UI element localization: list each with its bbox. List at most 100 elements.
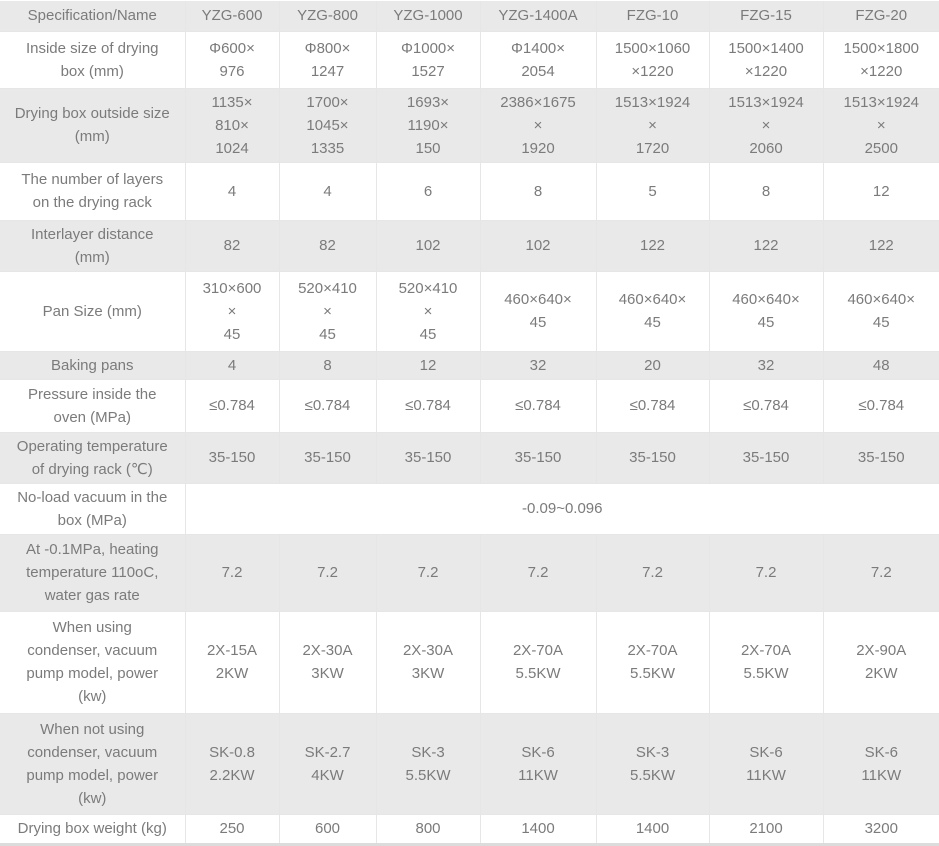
column-header-model: FZG-10 [595,0,710,32]
spec-row: The number of layers on the drying rack 4… [0,161,939,221]
value-cell: 102 [375,219,481,272]
value-cell: 1500×1800 ×1220 [822,30,939,89]
column-header-model: YZG-800 [278,0,377,32]
value-cell: 600 [278,813,377,844]
value-cell: 7.2 [278,533,377,612]
value-cell: 310×600 × 45 [184,270,280,352]
value-cell: ≤0.784 [375,378,481,433]
value-cell: 2100 [708,813,824,844]
column-header-model: FZG-15 [708,0,824,32]
value-cell: 800 [375,813,481,844]
column-header-model: YZG-1400A [479,0,597,32]
value-cell: 1500×1060 ×1220 [595,30,710,89]
row-label-cell: At -0.1MPa, heating temperature 110oC, w… [0,533,186,612]
row-label-cell: No-load vacuum in the box (MPa) [0,482,186,535]
value-cell: 2X-90A 2KW [822,610,939,714]
spec-row: Inside size of drying box (mm) Φ600× 976 Φ… [0,30,939,89]
value-cell: ≤0.784 [708,378,824,433]
value-cell: 4 [184,350,280,380]
value-cell: 1700× 1045× 1335 [278,87,377,163]
value-cell: 82 [278,219,377,272]
value-cell: 35-150 [278,431,377,484]
value-cell: Φ1000× 1527 [375,30,481,89]
value-cell: 7.2 [822,533,939,612]
value-cell: 2386×1675 × 1920 [479,87,597,163]
spec-row: Baking pans 4 8 12 32 20 32 48 [0,350,939,380]
value-cell: 2X-15A 2KW [184,610,280,714]
value-cell: 2X-30A 3KW [278,610,377,714]
value-cell: 35-150 [479,431,597,484]
value-cell: 1500×1400 ×1220 [708,30,824,89]
spec-row: No-load vacuum in the box (MPa) -0.09~0.0… [0,482,939,535]
value-cell: 5 [595,161,710,221]
row-label-cell: When not using condenser, vacuum pump mo… [0,712,186,815]
value-cell: 122 [595,219,710,272]
value-cell: 7.2 [708,533,824,612]
value-cell: 32 [708,350,824,380]
value-cell: SK-6 11KW [822,712,939,815]
column-header-spec-name: Specification/Name [0,0,186,32]
column-header-model: YZG-600 [184,0,280,32]
value-cell: 12 [822,161,939,221]
value-cell: 4 [184,161,280,221]
value-cell: 122 [822,219,939,272]
row-label-cell: Drying box weight (kg) [0,813,186,844]
row-label-cell: Pressure inside the oven (MPa) [0,378,186,433]
value-cell: 35-150 [708,431,824,484]
value-cell: 35-150 [595,431,710,484]
value-cell: 1513×1924 × 2060 [708,87,824,163]
value-cell: 20 [595,350,710,380]
value-cell: 35-150 [184,431,280,484]
value-cell: ≤0.784 [479,378,597,433]
value-cell: 8 [278,350,377,380]
value-cell: 48 [822,350,939,380]
spec-row: Pan Size (mm) 310×600 × 45 520×410 × 45 520… [0,270,939,352]
value-cell: 1513×1924 × 1720 [595,87,710,163]
row-label-cell: When using condenser, vacuum pump model,… [0,610,186,714]
value-cell: SK-6 11KW [708,712,824,815]
header-row: Specification/Name YZG-600 YZG-800 YZG-1000… [0,0,939,32]
value-cell: 122 [708,219,824,272]
row-label-cell: Interlayer distance (mm) [0,219,186,272]
value-cell: SK-2.7 4KW [278,712,377,815]
value-cell: ≤0.784 [184,378,280,433]
value-cell: ≤0.784 [278,378,377,433]
spec-row: When using condenser, vacuum pump model,… [0,610,939,714]
value-cell: 2X-30A 3KW [375,610,481,714]
value-cell: 35-150 [375,431,481,484]
row-label-cell: Pan Size (mm) [0,270,186,352]
spec-row: Drying box weight (kg) 250 600 800 1400 1400 2… [0,813,939,844]
value-cell: 102 [479,219,597,272]
spec-row: Operating temperature of drying rack (℃)… [0,431,939,484]
value-cell: 8 [479,161,597,221]
value-cell: Φ800× 1247 [278,30,377,89]
value-cell: 8 [708,161,824,221]
row-label-cell: Drying box outside size (mm) [0,87,186,163]
value-cell: 7.2 [375,533,481,612]
spec-row: Interlayer distance (mm) 82 82 102 102 122 122… [0,219,939,272]
spec-row: Drying box outside size (mm) 1135× 810× 1… [0,87,939,163]
value-cell: ≤0.784 [822,378,939,433]
value-cell: SK-3 5.5KW [595,712,710,815]
row-label-cell: Operating temperature of drying rack (℃) [0,431,186,484]
value-cell: 35-150 [822,431,939,484]
value-cell: 12 [375,350,481,380]
value-cell: 7.2 [479,533,597,612]
merged-value-cell: -0.09~0.096 [184,482,939,535]
column-header-model: YZG-1000 [375,0,481,32]
value-cell: 460×640× 45 [479,270,597,352]
value-cell: 520×410 × 45 [375,270,481,352]
value-cell: 2X-70A 5.5KW [595,610,710,714]
value-cell: 82 [184,219,280,272]
value-cell: 520×410 × 45 [278,270,377,352]
table-body: Inside size of drying box (mm) Φ600× 976 Φ… [0,30,939,844]
value-cell: 460×640× 45 [822,270,939,352]
value-cell: 1135× 810× 1024 [184,87,280,163]
value-cell: SK-3 5.5KW [375,712,481,815]
value-cell: 7.2 [595,533,710,612]
spec-row: At -0.1MPa, heating temperature 110oC, w… [0,533,939,612]
value-cell: 32 [479,350,597,380]
value-cell: 1400 [595,813,710,844]
